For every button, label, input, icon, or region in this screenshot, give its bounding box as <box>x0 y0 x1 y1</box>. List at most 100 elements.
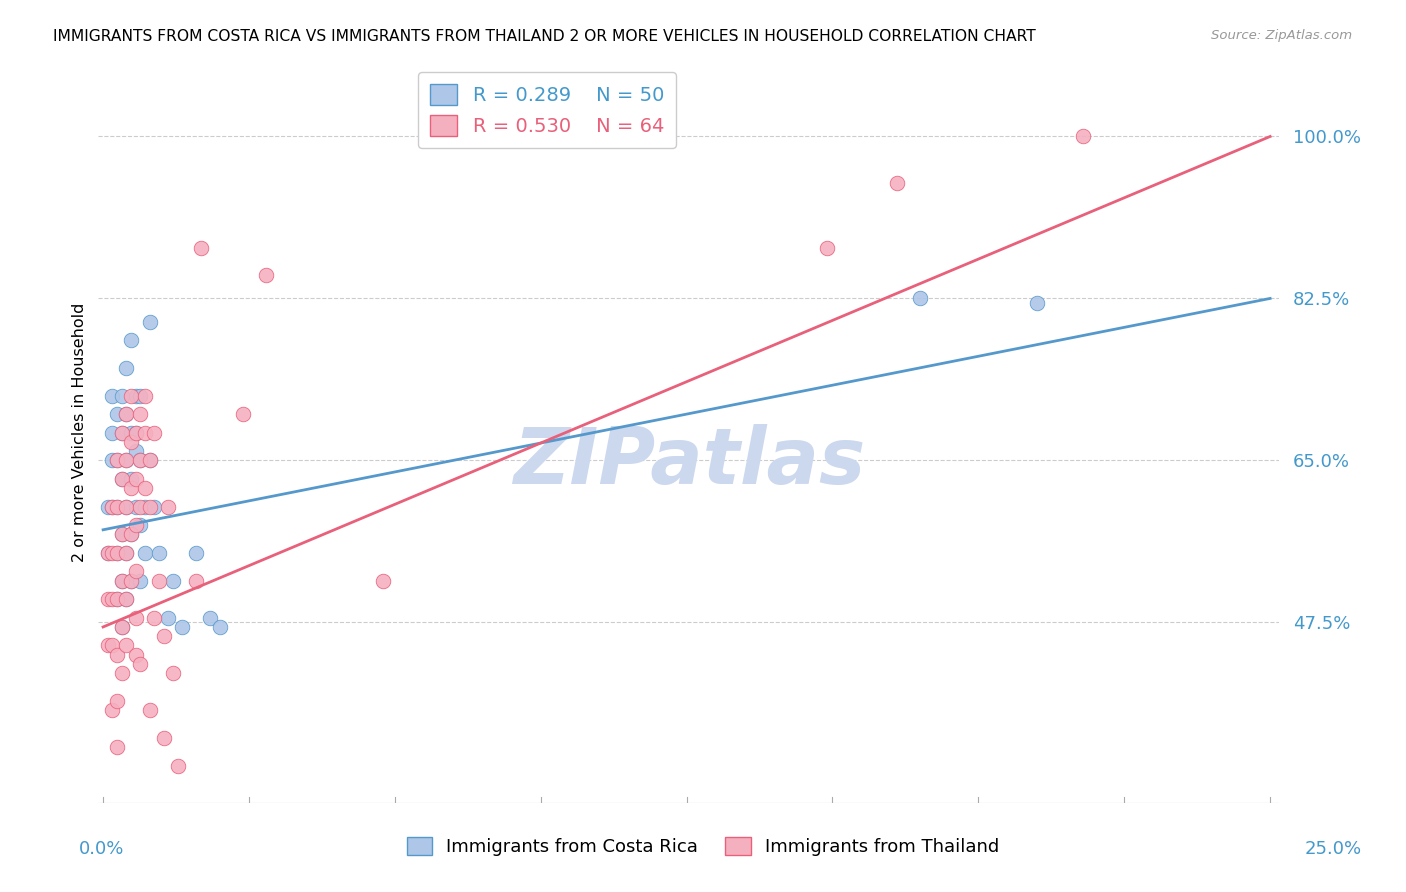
Point <box>105 694 128 708</box>
Point <box>105 500 128 514</box>
Point <box>129 574 152 588</box>
Point <box>886 176 908 190</box>
Point <box>120 425 142 440</box>
Point <box>129 407 152 421</box>
Point <box>134 481 156 495</box>
Text: 25.0%: 25.0% <box>1305 840 1361 858</box>
Point <box>134 425 156 440</box>
Point <box>105 740 128 755</box>
Point <box>125 500 148 514</box>
Point <box>129 500 152 514</box>
Point <box>101 546 124 560</box>
Point <box>908 292 931 306</box>
Point <box>208 620 231 634</box>
Point <box>111 425 134 440</box>
Point <box>166 758 188 772</box>
Point <box>115 592 138 607</box>
Point <box>125 389 148 403</box>
Point <box>115 500 138 514</box>
Point <box>152 629 174 643</box>
Point <box>120 527 142 541</box>
Point <box>115 453 138 467</box>
Point <box>162 574 184 588</box>
Point <box>111 574 134 588</box>
Point <box>134 389 156 403</box>
Point <box>148 546 170 560</box>
Point <box>101 453 124 467</box>
Point <box>111 574 134 588</box>
Point <box>186 574 208 588</box>
Point <box>115 546 138 560</box>
Point <box>125 518 148 533</box>
Point <box>120 574 142 588</box>
Point <box>157 611 180 625</box>
Point <box>120 389 142 403</box>
Point <box>115 407 138 421</box>
Y-axis label: 2 or more Vehicles in Household: 2 or more Vehicles in Household <box>72 303 87 562</box>
Point <box>232 407 254 421</box>
Legend: Immigrants from Costa Rica, Immigrants from Thailand: Immigrants from Costa Rica, Immigrants f… <box>399 830 1007 863</box>
Point <box>105 407 128 421</box>
Point <box>120 434 142 449</box>
Point <box>111 472 134 486</box>
Point <box>101 425 124 440</box>
Point <box>125 444 148 458</box>
Point <box>143 500 166 514</box>
Point <box>125 565 148 579</box>
Point <box>256 268 278 283</box>
Point <box>139 453 162 467</box>
Point <box>111 472 134 486</box>
Point <box>157 500 180 514</box>
Point <box>139 500 162 514</box>
Point <box>111 666 134 681</box>
Point <box>134 546 156 560</box>
Point <box>115 407 138 421</box>
Point <box>115 500 138 514</box>
Text: 0.0%: 0.0% <box>79 840 124 858</box>
Point <box>97 546 120 560</box>
Point <box>101 592 124 607</box>
Point <box>125 425 148 440</box>
Point <box>111 389 134 403</box>
Point <box>139 703 162 717</box>
Point <box>139 315 162 329</box>
Text: Source: ZipAtlas.com: Source: ZipAtlas.com <box>1212 29 1353 42</box>
Point <box>101 639 124 653</box>
Point <box>148 574 170 588</box>
Point <box>105 453 128 467</box>
Point <box>115 639 138 653</box>
Point <box>97 639 120 653</box>
Point <box>97 546 120 560</box>
Point <box>1073 129 1095 144</box>
Point <box>129 518 152 533</box>
Point <box>115 360 138 375</box>
Point <box>111 620 134 634</box>
Point <box>105 592 128 607</box>
Point <box>129 453 152 467</box>
Point <box>815 240 838 255</box>
Point <box>97 592 120 607</box>
Point <box>101 500 124 514</box>
Point <box>105 648 128 662</box>
Point <box>101 389 124 403</box>
Point <box>111 620 134 634</box>
Point <box>129 389 152 403</box>
Point <box>134 500 156 514</box>
Point <box>97 500 120 514</box>
Point <box>125 425 148 440</box>
Point <box>143 611 166 625</box>
Point <box>162 666 184 681</box>
Point <box>115 592 138 607</box>
Point <box>125 648 148 662</box>
Point <box>111 527 134 541</box>
Legend: R = 0.289    N = 50, R = 0.530    N = 64: R = 0.289 N = 50, R = 0.530 N = 64 <box>419 72 676 147</box>
Point <box>143 425 166 440</box>
Point <box>115 453 138 467</box>
Point <box>152 731 174 745</box>
Point <box>120 481 142 495</box>
Point <box>105 592 128 607</box>
Point <box>139 453 162 467</box>
Point <box>101 500 124 514</box>
Text: ZIPatlas: ZIPatlas <box>513 425 865 500</box>
Point <box>120 527 142 541</box>
